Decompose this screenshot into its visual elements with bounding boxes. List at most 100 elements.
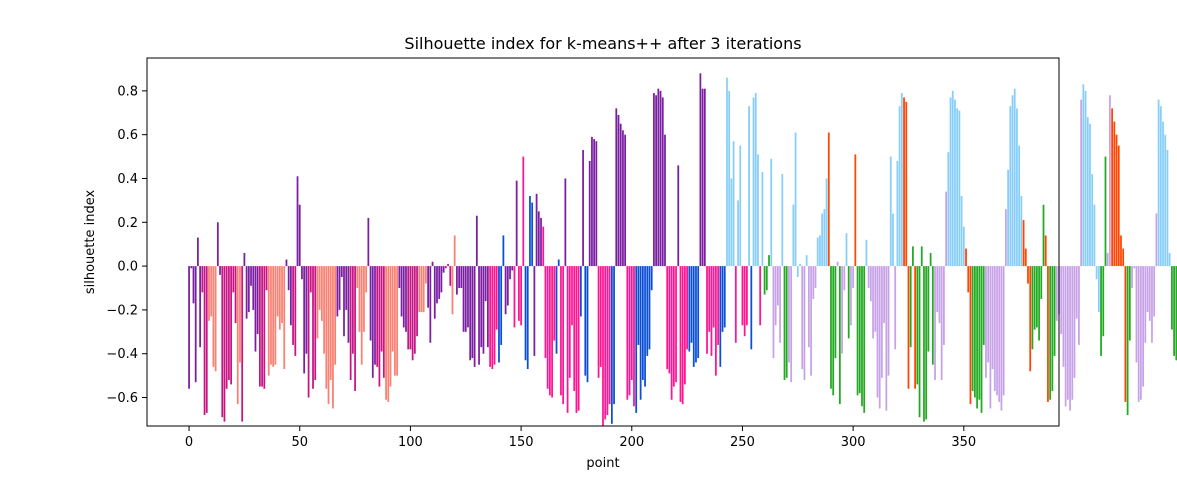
bar bbox=[823, 209, 826, 267]
bar bbox=[571, 266, 573, 326]
bar bbox=[759, 266, 762, 326]
y-tick-label: 0.0 bbox=[117, 260, 138, 275]
bar bbox=[210, 266, 213, 317]
bar bbox=[706, 266, 708, 354]
bar bbox=[511, 266, 514, 271]
bar bbox=[1007, 169, 1009, 267]
bar bbox=[1055, 266, 1058, 321]
bar bbox=[475, 215, 478, 267]
bar bbox=[925, 266, 928, 420]
bar bbox=[524, 266, 527, 361]
bar bbox=[586, 266, 589, 383]
bar bbox=[980, 266, 983, 413]
bar bbox=[641, 266, 644, 380]
bar bbox=[303, 266, 306, 374]
bar bbox=[405, 266, 407, 332]
bar bbox=[219, 266, 221, 275]
bar bbox=[252, 266, 255, 310]
bar bbox=[564, 178, 567, 267]
bar bbox=[1173, 266, 1175, 356]
bar bbox=[684, 266, 686, 385]
bar bbox=[1040, 266, 1043, 299]
bar bbox=[712, 266, 715, 328]
bar bbox=[757, 154, 759, 267]
bar bbox=[772, 266, 775, 359]
y-tick-label: 0.6 bbox=[117, 128, 138, 143]
bar bbox=[458, 266, 460, 288]
bar bbox=[1047, 266, 1049, 402]
bar bbox=[334, 266, 337, 365]
bar bbox=[637, 266, 640, 345]
bar bbox=[1120, 235, 1122, 267]
bar bbox=[898, 106, 901, 267]
bar bbox=[905, 101, 908, 267]
bar bbox=[250, 266, 252, 286]
bar bbox=[343, 266, 345, 337]
y-tick-label: 0.8 bbox=[117, 84, 138, 99]
x-tick-label: 350 bbox=[951, 435, 976, 450]
bar bbox=[369, 266, 372, 341]
bar bbox=[349, 266, 352, 380]
bar bbox=[340, 266, 343, 278]
bar bbox=[606, 266, 609, 416]
bar bbox=[351, 266, 354, 354]
bar bbox=[535, 193, 538, 267]
bar bbox=[396, 266, 399, 376]
bar bbox=[985, 266, 987, 378]
bar bbox=[216, 222, 219, 267]
bar bbox=[420, 266, 423, 313]
bar bbox=[358, 266, 361, 332]
bar bbox=[1113, 121, 1116, 267]
x-tick-label: 250 bbox=[730, 435, 755, 450]
bar bbox=[385, 266, 387, 400]
bar bbox=[869, 266, 872, 302]
bar bbox=[515, 180, 518, 267]
bar bbox=[604, 266, 607, 420]
bar bbox=[562, 266, 565, 405]
bar bbox=[504, 266, 507, 315]
bar bbox=[1164, 134, 1167, 267]
bar bbox=[582, 150, 584, 267]
bar bbox=[717, 266, 719, 345]
y-axis-ticks: −0.6 −0.4 −0.2 0.0 0.2 0.4 0.6 0.8 bbox=[106, 84, 147, 406]
bar bbox=[934, 266, 936, 380]
bar bbox=[792, 204, 795, 267]
bar bbox=[1024, 248, 1027, 267]
bar bbox=[648, 266, 651, 350]
bar bbox=[965, 248, 967, 267]
bar bbox=[768, 255, 770, 267]
bar bbox=[670, 266, 673, 400]
bar bbox=[281, 266, 283, 324]
bars-group bbox=[188, 73, 1177, 426]
bar bbox=[1062, 266, 1065, 367]
bar bbox=[489, 266, 491, 367]
bar bbox=[544, 266, 547, 359]
bar bbox=[537, 211, 540, 267]
bar bbox=[613, 266, 615, 405]
bar bbox=[1131, 266, 1133, 288]
bar bbox=[845, 233, 848, 267]
bar bbox=[509, 266, 511, 280]
bar bbox=[923, 266, 925, 422]
bar bbox=[695, 266, 697, 363]
bar bbox=[878, 266, 881, 409]
bar bbox=[1016, 108, 1018, 267]
bar bbox=[987, 266, 990, 363]
x-axis-ticks: 0 50 100 150 200 250 300 350 bbox=[185, 426, 976, 450]
bar bbox=[551, 266, 553, 398]
bar bbox=[236, 266, 239, 405]
bar bbox=[513, 266, 516, 328]
bar bbox=[261, 266, 263, 387]
bar bbox=[223, 266, 226, 422]
bar bbox=[847, 266, 850, 339]
bar bbox=[659, 90, 662, 267]
bar bbox=[283, 266, 286, 370]
bar bbox=[969, 266, 972, 405]
bar bbox=[354, 266, 356, 391]
bar bbox=[1027, 266, 1029, 284]
bar bbox=[646, 266, 649, 356]
bar bbox=[971, 266, 974, 391]
bar bbox=[1166, 150, 1169, 267]
bar bbox=[900, 93, 903, 267]
bar bbox=[885, 266, 888, 411]
